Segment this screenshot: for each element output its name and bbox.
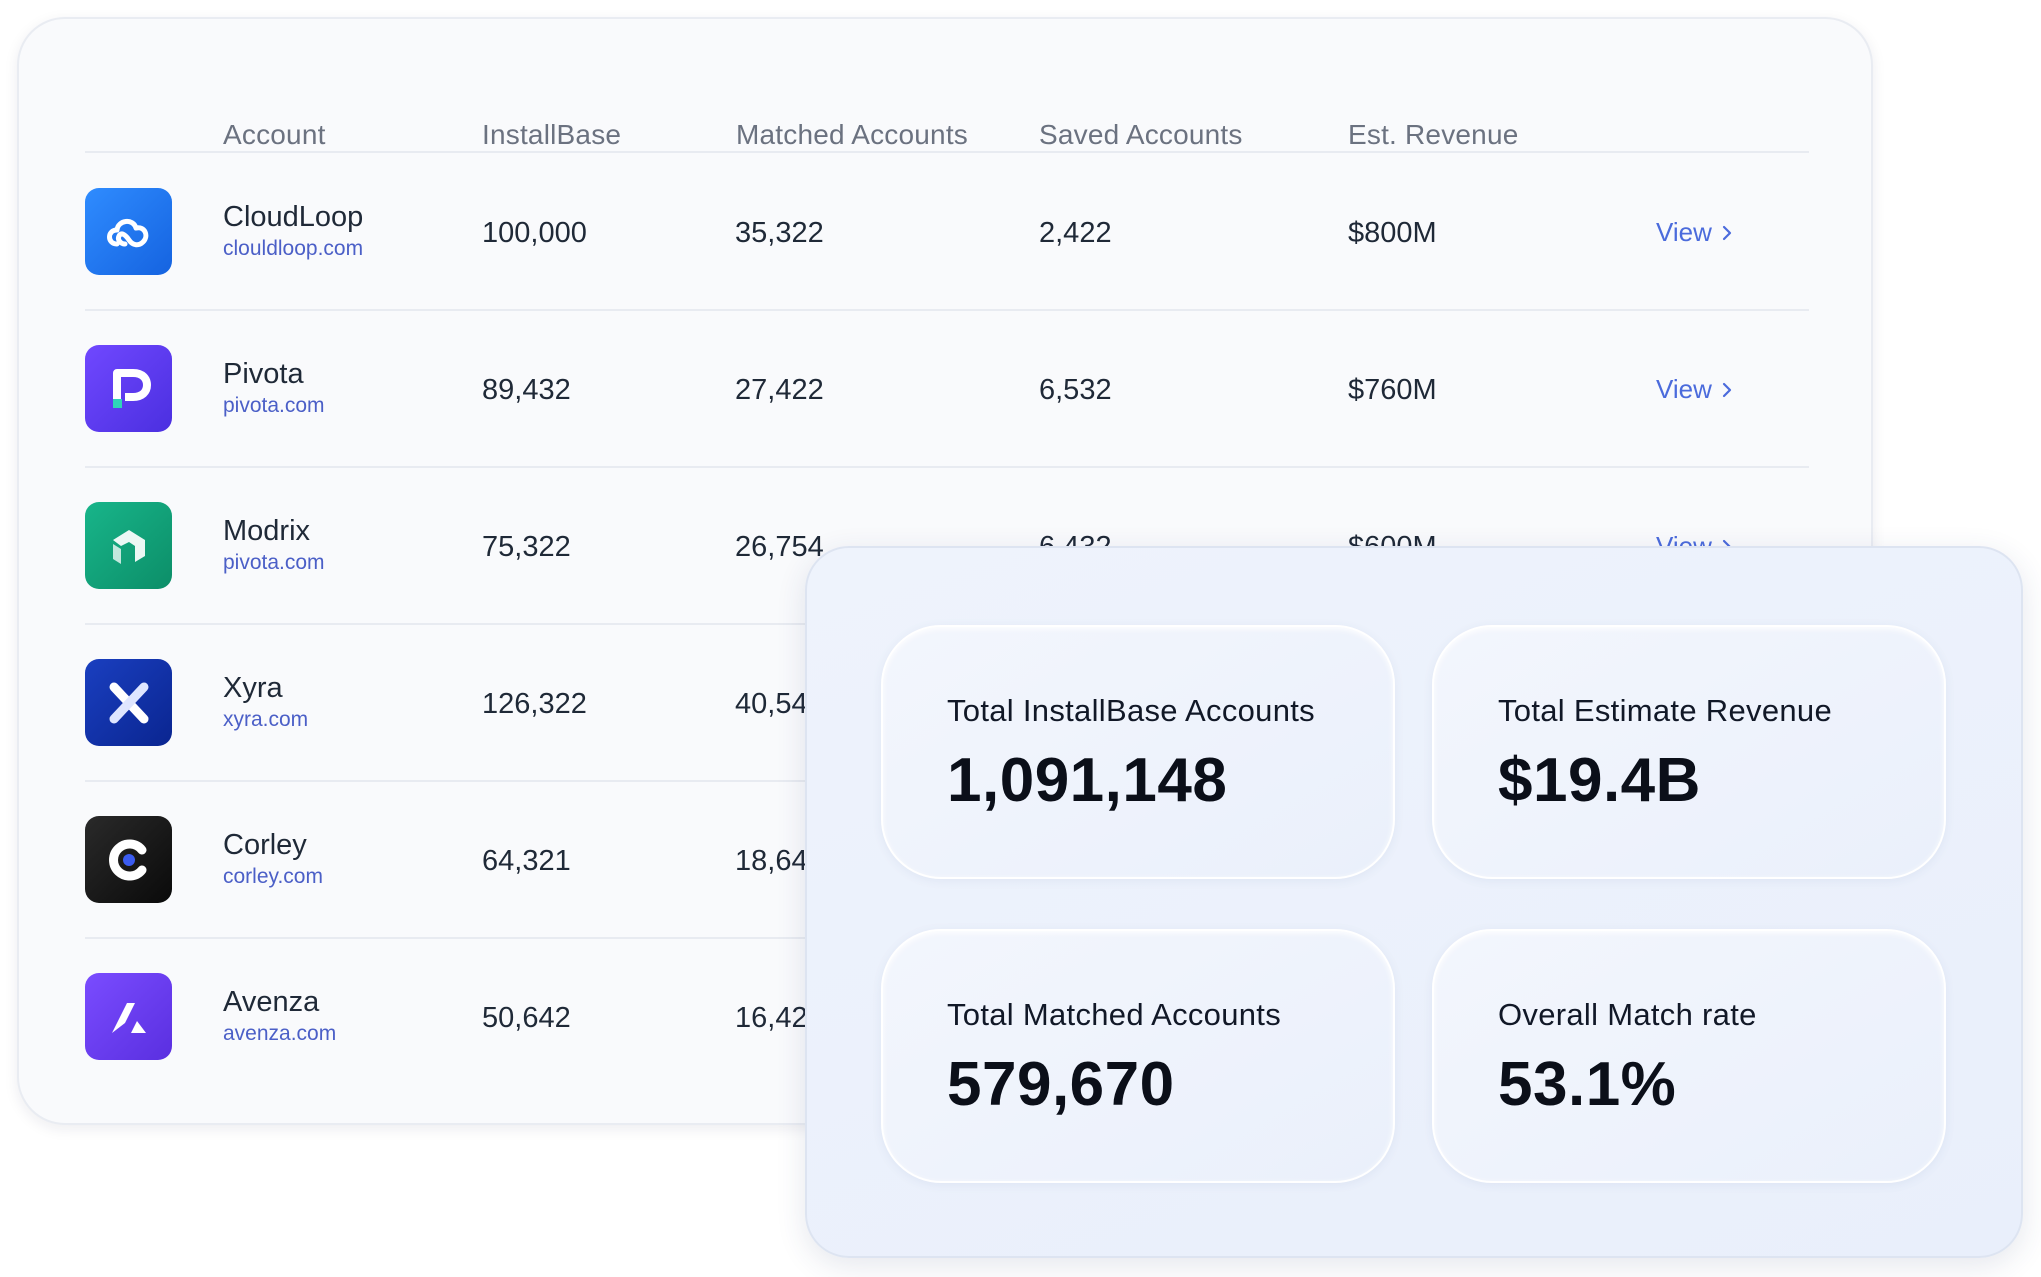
est-revenue-value: $760M [1348,374,1437,406]
matched-accounts-value: 35,322 [735,217,824,249]
column-header-est-revenue: Est. Revenue [1348,119,1519,150]
stat-label: Total Estimate Revenue [1498,693,1832,728]
account-name: Pivota [223,358,304,390]
est-revenue-value: $800M [1348,217,1437,249]
stat-value: $19.4B [1498,746,1701,815]
column-header-account: Account [223,119,326,150]
view-label: View [1656,217,1712,247]
view-label: View [1656,374,1712,404]
triangle-a-icon [85,973,172,1060]
stat-card-installbase: Total InstallBase Accounts 1,091,148 [881,625,1395,879]
account-domain-link[interactable]: xyra.com [223,708,309,731]
installbase-value: 126,322 [482,688,587,720]
account-name: Corley [223,829,307,861]
installbase-value: 64,321 [482,845,571,877]
account-domain-link[interactable]: pivota.com [223,394,325,417]
cube-icon [85,502,172,589]
account-domain-link[interactable]: avenza.com [223,1022,337,1045]
stat-label: Overall Match rate [1498,997,1757,1032]
letter-p-icon [85,345,172,432]
installbase-value: 100,000 [482,217,587,249]
row-divider [85,309,1809,311]
chevron-right-icon [1722,382,1731,397]
table-row[interactable]: CloudLoop clouldloop.com 100,000 35,322 … [19,153,1871,311]
account-domain-link[interactable]: pivota.com [223,551,325,574]
installbase-value: 50,642 [482,1002,571,1034]
stat-value: 579,670 [947,1050,1175,1119]
account-name: Modrix [223,515,311,547]
installbase-value: 89,432 [482,374,571,406]
header-divider [85,151,1809,153]
letter-c-icon [85,816,172,903]
saved-accounts-value: 2,422 [1039,217,1112,249]
stat-card-matched: Total Matched Accounts 579,670 [881,929,1395,1183]
account-name: Xyra [223,672,283,704]
table-row[interactable]: Pivota pivota.com 89,432 27,422 6,532 $7… [19,310,1871,468]
stat-card-match-rate: Overall Match rate 53.1% [1432,929,1946,1183]
stat-value: 1,091,148 [947,746,1228,815]
account-name: Avenza [223,986,320,1018]
matched-accounts-value: 27,422 [735,374,824,406]
column-header-saved-accounts: Saved Accounts [1039,119,1243,150]
stat-label: Total Matched Accounts [947,997,1282,1032]
account-name: CloudLoop [223,201,364,233]
column-header-installbase: InstallBase [482,119,622,150]
stat-value: 53.1% [1498,1050,1677,1119]
view-button[interactable]: View [1656,217,1734,248]
account-domain-link[interactable]: clouldloop.com [223,237,364,260]
matched-accounts-value: 26,754 [735,531,824,563]
saved-accounts-value: 6,532 [1039,374,1112,406]
chevron-right-icon [1722,225,1731,240]
x-mark-icon [85,659,172,746]
stat-card-revenue: Total Estimate Revenue $19.4B [1432,625,1946,879]
column-header-matched-accounts: Matched Accounts [736,119,968,150]
view-button[interactable]: View [1656,374,1734,405]
matched-accounts-value: 18,64 [735,845,808,877]
table-row[interactable]: Avenza avenza.com 50,642 16,42 [19,938,1871,1095]
stat-label: Total InstallBase Accounts [947,693,1315,728]
account-domain-link[interactable]: corley.com [223,865,323,888]
row-divider [85,466,1809,468]
matched-accounts-value: 40,54 [735,688,808,720]
installbase-value: 75,322 [482,531,571,563]
cloud-loop-icon [85,188,172,275]
summary-stats-panel: Total InstallBase Accounts 1,091,148 Tot… [805,546,2023,1258]
matched-accounts-value: 16,42 [735,1002,808,1034]
